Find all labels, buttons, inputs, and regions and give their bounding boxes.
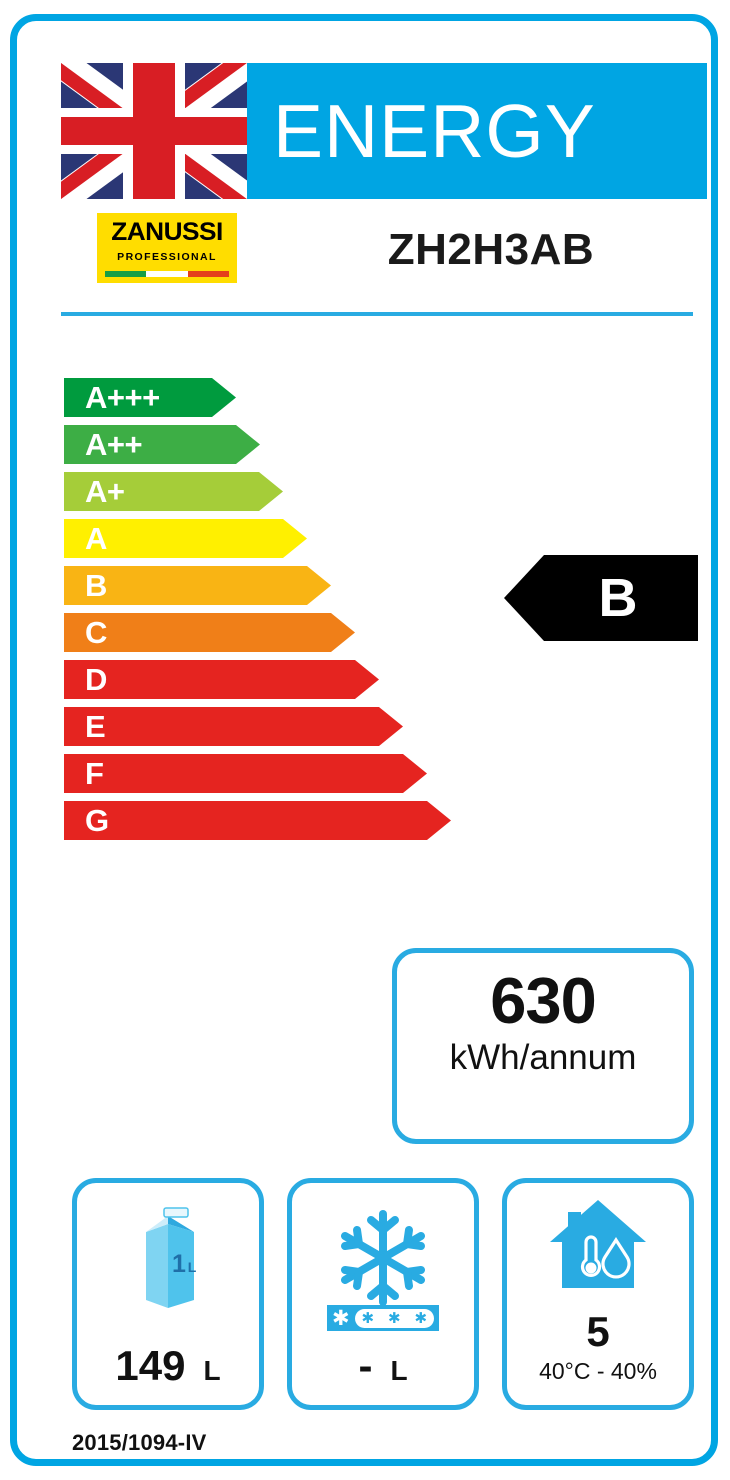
energy-class-arrow: [64, 754, 427, 793]
energy-class-bar: B: [64, 566, 484, 605]
star-rating-badge: ✱ ✱ ✱ ✱: [327, 1305, 439, 1331]
energy-class-letter: A+: [85, 474, 125, 509]
energy-class-arrow: [64, 566, 331, 605]
energy-class-letter: D: [85, 662, 107, 697]
energy-class-arrow: [64, 613, 355, 652]
fridge-volume-values: 149 L: [77, 1345, 259, 1387]
rating-pointer: B: [504, 549, 698, 647]
fridge-volume-box: 1 L 149 L: [72, 1178, 264, 1410]
annual-consumption-unit: kWh/annum: [449, 1038, 637, 1078]
milk-carton-volume-text: 1: [172, 1250, 186, 1278]
energy-class-bar: F: [64, 754, 484, 793]
spec-boxes-row: 1 L 149 L: [72, 1178, 694, 1410]
rating-pointer-label: B: [598, 568, 638, 628]
milk-carton-icon: 1 L: [77, 1183, 259, 1333]
climate-class-box: 5 40°C - 40%: [502, 1178, 694, 1410]
header-divider: [61, 312, 693, 316]
fridge-volume-value: 149: [115, 1342, 186, 1389]
energy-class-bar: A+: [64, 472, 484, 511]
energy-class-letter: A++: [85, 427, 143, 462]
energy-class-arrow: [64, 519, 307, 558]
milk-carton-volume-unit: L: [188, 1259, 197, 1275]
star-pill: ✱ ✱ ✱: [354, 1308, 434, 1328]
energy-class-bar: C: [64, 613, 484, 652]
zanussi-logo-name: ZANUSSI: [111, 218, 223, 246]
climate-class-conditions: 40°C - 40%: [539, 1358, 657, 1384]
energy-class-arrow: [64, 378, 236, 417]
energy-banner: ENERGY: [247, 63, 707, 199]
energy-class-bar: E: [64, 707, 484, 746]
label-header: ENERGY: [61, 63, 707, 199]
freezer-volume-unit: L: [390, 1355, 408, 1386]
energy-class-scale: A+++ A++ A+ A B C D E F G: [64, 378, 484, 848]
regulation-reference: 2015/1094-IV: [72, 1430, 207, 1455]
italian-flag-icon: [105, 271, 229, 277]
star-icon: ✱: [361, 1309, 375, 1327]
energy-class-bar: D: [64, 660, 484, 699]
energy-class-letter: F: [85, 756, 104, 791]
model-name: ZH2H3AB: [387, 225, 595, 274]
union-jack-flag-icon: [61, 63, 247, 199]
freezer-volume-values: - L: [292, 1345, 474, 1387]
snowflake-icon: ✱ ✱ ✱ ✱: [292, 1183, 474, 1333]
energy-class-letter: A+++: [85, 380, 160, 415]
energy-banner-text: ENERGY: [273, 88, 596, 173]
energy-class-letter: C: [85, 615, 107, 650]
energy-class-bar: A++: [64, 425, 484, 464]
energy-class-bar: G: [64, 801, 484, 840]
annual-consumption-box: 630 kWh/annum: [392, 948, 694, 1144]
climate-class-value: 5: [586, 1308, 610, 1355]
energy-class-arrow: [64, 425, 260, 464]
annual-consumption-value: 630: [490, 964, 596, 1037]
energy-class-arrow: [64, 660, 379, 699]
freezer-volume-value: -: [358, 1342, 373, 1389]
energy-class-letter: B: [85, 568, 107, 603]
energy-class-arrow: [64, 801, 451, 840]
label-frame: ENERGY ZANUSSI PROFESSIONAL ZH2H3AB A+++…: [10, 14, 718, 1466]
zanussi-logo-subtitle: PROFESSIONAL: [117, 251, 217, 264]
star-icon-single: ✱: [332, 1306, 350, 1330]
energy-class-letter: A: [85, 521, 107, 556]
energy-class-bar: A: [64, 519, 484, 558]
energy-class-letter: E: [85, 709, 106, 744]
energy-class-bar: A+++: [64, 378, 484, 417]
energy-class-letter: G: [85, 803, 109, 838]
energy-class-arrow: [64, 707, 403, 746]
brand-row: ZANUSSI PROFESSIONAL ZH2H3AB: [61, 211, 707, 289]
freezer-volume-box: ✱ ✱ ✱ ✱ - L: [287, 1178, 479, 1410]
house-climate-icon: [507, 1183, 689, 1305]
zanussi-logo: ZANUSSI PROFESSIONAL: [97, 213, 237, 283]
energy-class-arrow: [64, 472, 283, 511]
fridge-volume-unit: L: [203, 1355, 221, 1386]
star-icon: ✱: [388, 1309, 401, 1327]
star-icon: ✱: [414, 1309, 428, 1327]
